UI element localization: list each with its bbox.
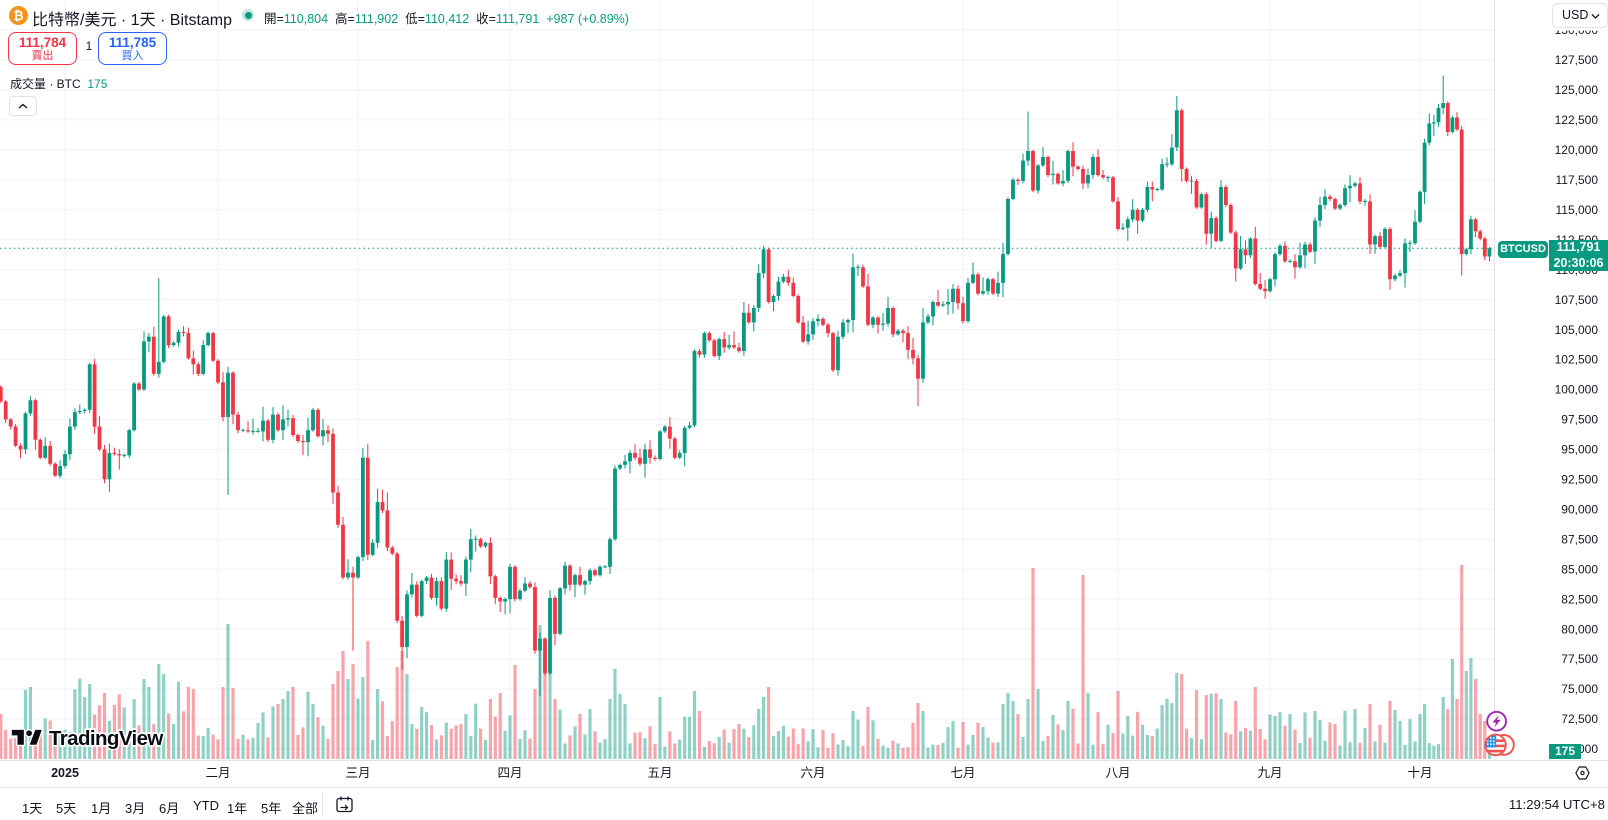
svg-text:100,000: 100,000 xyxy=(1555,383,1599,397)
svg-text:75,000: 75,000 xyxy=(1561,682,1598,696)
svg-text:117,500: 117,500 xyxy=(1556,173,1599,187)
svg-text:四月: 四月 xyxy=(497,766,522,780)
svg-text:102,500: 102,500 xyxy=(1555,353,1599,367)
svg-text:72,500: 72,500 xyxy=(1561,712,1598,726)
svg-text:八月: 八月 xyxy=(1105,766,1130,780)
svg-text:2025: 2025 xyxy=(51,766,79,780)
svg-text:六月: 六月 xyxy=(800,766,825,780)
svg-text:九月: 九月 xyxy=(1257,766,1282,780)
svg-text:三月: 三月 xyxy=(345,766,370,780)
svg-text:97,500: 97,500 xyxy=(1561,413,1598,427)
svg-text:90,000: 90,000 xyxy=(1561,503,1598,517)
svg-text:十月: 十月 xyxy=(1407,766,1432,780)
svg-text:120,000: 120,000 xyxy=(1555,143,1599,157)
svg-text:82,500: 82,500 xyxy=(1561,592,1598,606)
svg-text:五月: 五月 xyxy=(647,766,672,780)
svg-text:七月: 七月 xyxy=(950,766,975,780)
svg-text:107,500: 107,500 xyxy=(1555,293,1599,307)
svg-text:₿: ₿ xyxy=(13,9,23,23)
svg-text:125,000: 125,000 xyxy=(1555,83,1599,97)
svg-text:115,000: 115,000 xyxy=(1556,203,1599,217)
svg-text:87,500: 87,500 xyxy=(1561,532,1598,546)
svg-text:122,500: 122,500 xyxy=(1555,113,1599,127)
svg-text:85,000: 85,000 xyxy=(1561,562,1598,576)
svg-text:92,500: 92,500 xyxy=(1561,473,1598,487)
svg-text:二月: 二月 xyxy=(205,766,230,780)
svg-text:95,000: 95,000 xyxy=(1561,443,1598,457)
svg-text:77,500: 77,500 xyxy=(1561,652,1598,666)
svg-text:80,000: 80,000 xyxy=(1561,622,1598,636)
svg-text:TradingView: TradingView xyxy=(49,727,163,750)
svg-text:127,500: 127,500 xyxy=(1555,53,1599,67)
svg-text:105,000: 105,000 xyxy=(1555,323,1599,337)
